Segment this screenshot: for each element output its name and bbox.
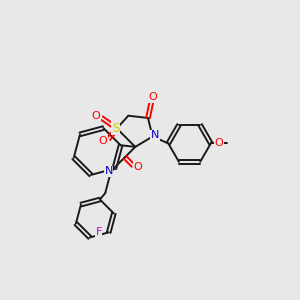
Text: N: N <box>104 166 113 176</box>
Text: O: O <box>148 92 157 102</box>
Text: O: O <box>214 138 223 148</box>
Text: O: O <box>99 136 107 146</box>
Text: O: O <box>134 161 142 172</box>
Text: S: S <box>112 122 119 135</box>
Text: N: N <box>151 130 159 140</box>
Text: O: O <box>92 111 100 121</box>
Text: F: F <box>95 227 102 237</box>
